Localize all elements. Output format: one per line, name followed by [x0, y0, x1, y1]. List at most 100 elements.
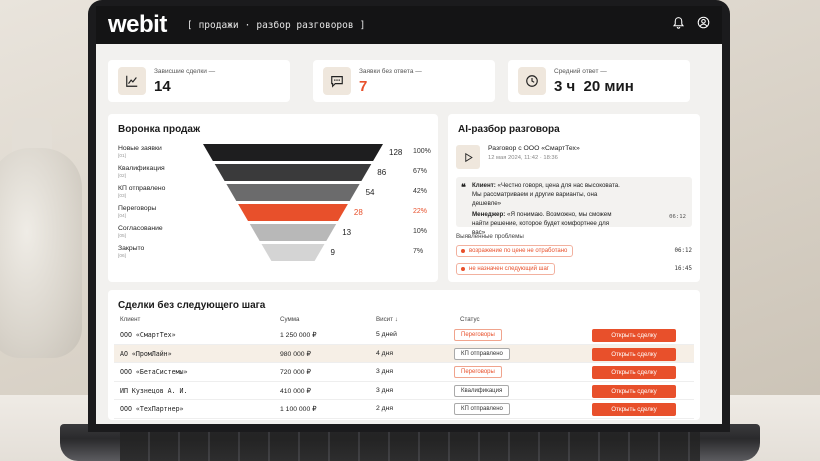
open-deal-button[interactable]: Открыть сделку	[592, 329, 676, 342]
funnel-stage-name: КП отправлено	[118, 185, 166, 192]
status-badge: Квалификация	[454, 384, 510, 397]
topbar-actions	[672, 16, 710, 34]
funnel-count-label: 128	[389, 148, 403, 157]
table-row[interactable]: ООО «ТехПартнер» 1 100 000 ₽ 2 дня КП от…	[114, 400, 694, 419]
stat-label: Заявки без ответа —	[359, 67, 422, 75]
column-header-sum[interactable]: Сумма	[280, 316, 300, 323]
ai-title: AI-разбор разговора	[458, 124, 560, 135]
play-button[interactable]	[456, 145, 480, 169]
funnel-stage-label: Согласование [05]	[118, 225, 163, 239]
sort-down-icon: ↓	[394, 316, 398, 323]
issue-chip[interactable]: не назначен следующий шаг	[456, 263, 555, 275]
table-row[interactable]: ООО «БетаСистемы» 720 000 ₽ 3 дня Перего…	[114, 363, 694, 382]
issue-time: 16:45	[674, 266, 692, 272]
column-header-client[interactable]: Клиент	[120, 316, 141, 323]
table-row[interactable]: АО «ПромЛайн» 980 000 ₽ 4 дня КП отправл…	[114, 344, 694, 363]
funnel-stage-code: [03]	[118, 194, 127, 199]
stat-card-stuck-deals[interactable]: Зависшие сделки — 14	[108, 60, 290, 102]
top-bar: webit [ продажи · разбор разговоров ]	[96, 6, 722, 44]
open-deal-button[interactable]: Открыть сделку	[592, 403, 676, 416]
laptop: webit [ продажи · разбор разговоров ]	[88, 0, 730, 432]
open-deal-button[interactable]: Открыть сделку	[592, 384, 676, 398]
funnel-stage-label: Переговоры [04]	[118, 205, 156, 219]
sales-funnel-card: Воронка продаж Новые заявки [01] 128 100% Кв…	[108, 114, 438, 282]
funnel-stage-name: Переговоры	[118, 205, 157, 212]
cell-client: АО «ПромЛайн»	[120, 349, 172, 358]
client-line: Клиент: «Честно говоря, цена для нас выс…	[472, 182, 622, 209]
funnel-percent-label: 67%	[413, 168, 428, 175]
funnel-stage-code: [02]	[118, 174, 127, 179]
deals-title: Сделки без следующего шага	[118, 300, 266, 311]
funnel-stage-code: [04]	[118, 214, 127, 219]
breadcrumb: [ продажи · разбор разговоров ]	[187, 20, 365, 31]
funnel-percent-label: 10%	[413, 228, 428, 235]
funnel-bar[interactable]	[226, 184, 360, 201]
funnel-percent-label: 100%	[413, 148, 431, 155]
open-deal-button[interactable]: Открыть сделку	[592, 347, 676, 361]
breadcrumb-bracket-open: [	[186, 19, 193, 31]
cell-hang: 4 дня	[376, 349, 394, 357]
user-account-icon[interactable]	[697, 16, 710, 34]
column-header-status[interactable]: Статус	[460, 316, 480, 323]
cell-hang: 5 дней	[376, 331, 397, 338]
table-row[interactable]: ИП Кузнецов А. И. 410 000 ₽ 3 дня Квалиф…	[114, 382, 694, 400]
stat-card-avg-response[interactable]: Средний ответ — 3 ч 20 мин	[508, 60, 690, 102]
stat-label: Средний ответ —	[554, 67, 607, 75]
cell-client: ООО «ТехПартнер»	[120, 405, 184, 413]
funnel-bar[interactable]	[249, 224, 337, 241]
conversation-date: 12 мая 2024, 11:42 · 18:36	[488, 155, 558, 161]
stat-value: 14	[154, 77, 171, 95]
manager-text: «Я понимаю. Возможно, мы сможем найти ре…	[472, 210, 612, 236]
funnel-stage-name: Квалификация	[118, 165, 165, 172]
play-icon	[464, 152, 473, 162]
column-header-hang[interactable]: Висит ↓	[376, 316, 398, 323]
cell-sum: 1 100 000 ₽	[280, 406, 317, 413]
stat-card-unanswered[interactable]: Заявки без ответа — 7	[313, 60, 495, 102]
funnel-percent-label: 7%	[413, 248, 424, 255]
cell-hang: 3 дня	[376, 386, 394, 394]
funnel-chart	[203, 144, 383, 261]
logo[interactable]: webit	[108, 11, 167, 38]
funnel-count-label: 86	[377, 168, 387, 177]
dot-icon	[461, 267, 465, 271]
dot-icon	[461, 249, 465, 253]
funnel-count-label: 54	[365, 188, 375, 197]
funnel-stage-label: Квалификация [02]	[118, 165, 165, 179]
quote-time: 06:12	[669, 213, 686, 220]
bell-icon[interactable]	[672, 16, 685, 34]
issue-text: не назначен следующий шаг	[469, 266, 549, 272]
cell-sum: 1 250 000 ₽	[280, 332, 317, 339]
cell-sum: 720 000 ₽	[280, 369, 311, 376]
manager-label: Менеджер:	[472, 210, 506, 218]
funnel-bar[interactable]	[214, 164, 372, 181]
funnel-bar[interactable]	[238, 204, 348, 221]
funnel-percent-label: 22%	[413, 208, 428, 215]
cell-hang: 3 дня	[376, 368, 394, 375]
breadcrumb-bracket-close: ]	[359, 19, 366, 31]
cell-client: ИП Кузнецов А. И.	[120, 386, 188, 395]
funnel-stage-label: Новые заявки [01]	[118, 145, 162, 159]
funnel-stage-label: Закрыто [06]	[118, 245, 144, 259]
stat-value: 7	[359, 77, 368, 95]
app-screen: webit [ продажи · разбор разговоров ]	[96, 6, 722, 424]
status-badge: Переговоры	[454, 366, 502, 378]
deals-card: Сделки без следующего шага Клиент Сумма …	[108, 290, 700, 420]
issue-chip[interactable]: возражение по цене не отработано	[456, 245, 574, 257]
client-text: «Честно говоря, цена для нас высоковата.…	[472, 182, 620, 207]
funnel-bar[interactable]	[203, 144, 383, 161]
funnel-stage-name: Согласование	[118, 225, 163, 232]
funnel-bar[interactable]	[261, 244, 325, 261]
open-deal-button[interactable]: Открыть сделку	[592, 366, 676, 379]
table-row[interactable]: ООО «СмартТех» 1 250 000 ₽ 5 дней Перего…	[114, 326, 694, 345]
breadcrumb-separator: ·	[244, 19, 251, 31]
stat-label: Зависшие сделки —	[154, 67, 216, 75]
cell-hang: 2 дня	[376, 405, 394, 412]
breadcrumb-section[interactable]: продажи	[198, 19, 239, 31]
chat-bubble-icon	[323, 67, 351, 95]
issue-text: возражение по цене не отработано	[469, 248, 568, 254]
stat-value: 3 ч 20 мин	[554, 77, 634, 95]
conversation-title: Разговор с ООО «СмартТех»	[488, 145, 580, 152]
funnel-stage-label: КП отправлено [03]	[118, 185, 165, 199]
cell-sum: 980 000 ₽	[280, 350, 311, 358]
issue-time: 06:12	[674, 248, 692, 254]
